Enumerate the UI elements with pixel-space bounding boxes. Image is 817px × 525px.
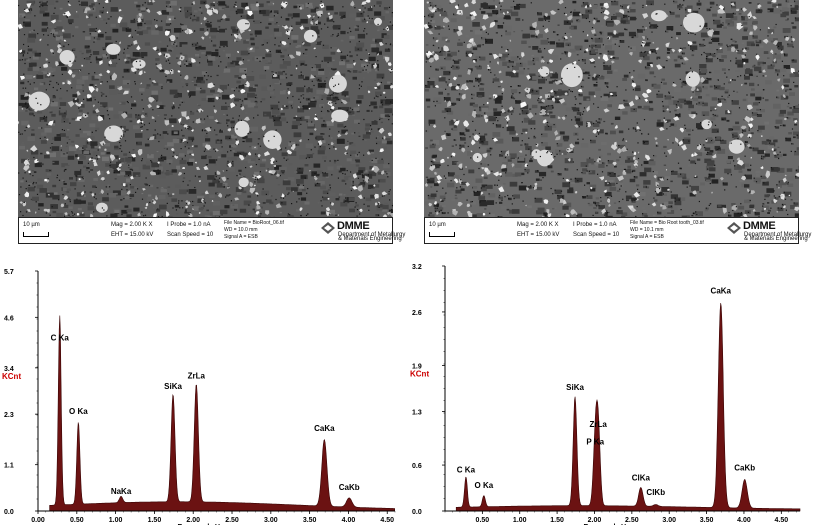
x-tick-label: 3.50: [700, 517, 714, 524]
signal-text: Signal A = ESB: [224, 234, 258, 240]
eds-spectrum-right: 0.0 0.6 1.3 1.9 2.6 3.2 0.50 1.00 1.50 2.00 2.50 3.…: [410, 264, 801, 525]
x-tick-label: 0.50: [70, 517, 84, 524]
peak-label: CaKa: [711, 287, 732, 296]
y-tick-label: 0.6: [412, 463, 422, 470]
scale-bar: [429, 232, 455, 237]
x-tick-label: 2.00: [186, 517, 200, 524]
peak-label: NaKa: [111, 487, 132, 496]
dmme-logo-text: DMME: [743, 220, 776, 232]
peak-label: CaKa: [314, 424, 335, 433]
x-tick-label: 4.50: [775, 517, 789, 524]
dmme-logo-text: DMME: [337, 220, 370, 232]
y-tick-label: 3.2: [412, 264, 422, 271]
probe-text: I Probe = 1.0 nA: [167, 222, 211, 228]
wd-text: WD = 10.0 mm: [224, 227, 258, 233]
x-tick-label: 3.00: [662, 517, 676, 524]
peak-label: C Ka: [51, 333, 70, 342]
y-tick-label: 2.6: [412, 310, 422, 317]
y-tick-label: 1.9: [412, 364, 422, 371]
peak-label: O Ka: [69, 407, 88, 416]
spectrum-area: [49, 315, 395, 512]
scale-bar: [23, 232, 49, 237]
scale-bar-label: 10 µm: [429, 222, 446, 228]
x-tick-label: 2.50: [625, 517, 639, 524]
y-tick-label: 1.3: [412, 409, 422, 416]
y-axis-label: KCnt: [410, 369, 429, 378]
peak-label: ZrLa: [188, 371, 206, 380]
scan-speed-text: Scan Speed = 10: [573, 232, 620, 238]
peak-label: CaKb: [734, 463, 755, 472]
x-tick-label: 4.00: [342, 517, 356, 524]
x-tick-label: 1.50: [148, 517, 162, 524]
peak-label: O Ka: [475, 481, 494, 490]
sem-panel-left: 10 µm Mag = 2.00 K X EHT = 15.00 kV I Pr…: [18, 0, 405, 244]
dmme-logo-subtitle-2: & Materials Engineering: [338, 236, 402, 242]
x-tick-label: 3.00: [264, 517, 278, 524]
y-tick-label: 0.0: [412, 509, 422, 516]
peak-label: C Ka: [457, 466, 476, 475]
sem-info-bar-right: 10 µm Mag = 2.00 K X EHT = 15.00 kV I Pr…: [424, 217, 811, 244]
peak-label: SiKa: [566, 383, 584, 392]
x-tick-label: 2.50: [225, 517, 239, 524]
sem-micrograph-right: [424, 0, 799, 217]
mag-text: Mag = 2.00 K X: [111, 222, 153, 228]
y-tick-label: 4.6: [4, 315, 14, 322]
y-tick-label: 3.4: [4, 366, 14, 373]
y-tick-label: 1.1: [4, 463, 14, 470]
sem-panel-right: 10 µm Mag = 2.00 K X EHT = 15.00 kV I Pr…: [424, 0, 811, 244]
x-tick-label: 1.00: [109, 517, 123, 524]
file-name-text: File Name = BioRoot_06.tif: [224, 220, 284, 226]
eds-spectrum-left: 0.0 1.1 2.3 3.4 4.6 5.7 0.00 0.50 1.00 1.50 2.00 2.…: [2, 269, 396, 525]
dmme-logo-subtitle-1: Department of Metallurgy: [338, 232, 406, 238]
x-tick-label: 1.00: [513, 517, 527, 524]
peak-label: ZrLa: [590, 420, 608, 429]
wd-text: WD = 10.1 mm: [630, 227, 664, 233]
dmme-logo-subtitle-1: Department of Metallurgy: [744, 232, 812, 238]
y-tick-label: 0.0: [4, 509, 14, 516]
x-tick-label: 3.50: [303, 517, 317, 524]
y-tick-label: 2.3: [4, 412, 14, 419]
sem-info-bar-left: 10 µm Mag = 2.00 K X EHT = 15.00 kV I Pr…: [18, 217, 405, 244]
eht-text: EHT = 15.00 kV: [111, 232, 154, 238]
x-tick-label: 4.50: [380, 517, 394, 524]
dmme-logo-icon: [321, 222, 335, 234]
file-name-text: File Name = Bio Root tooth_03.tif: [630, 220, 704, 226]
dmme-logo-subtitle-2: & Materials Engineering: [744, 236, 808, 242]
scan-speed-text: Scan Speed = 10: [167, 232, 214, 238]
sem-micrograph-left-image: [18, 0, 393, 217]
scale-bar-label: 10 µm: [23, 222, 40, 228]
probe-text: I Probe = 1.0 nA: [573, 222, 617, 228]
peak-label: ClKa: [632, 473, 651, 482]
dmme-logo-icon: [727, 222, 741, 234]
x-tick-label: 0.50: [476, 517, 490, 524]
mag-text: Mag = 2.00 K X: [517, 222, 559, 228]
eht-text: EHT = 15.00 kV: [517, 232, 560, 238]
signal-text: Signal A = ESB: [630, 234, 664, 240]
x-tick-label: 2.00: [588, 517, 602, 524]
x-tick-label: 0.00: [31, 517, 45, 524]
y-tick-label: 5.7: [4, 269, 14, 276]
peak-label: SiKa: [164, 382, 182, 391]
x-tick-label: 1.50: [550, 517, 564, 524]
peak-label: P Ka: [586, 437, 604, 446]
sem-micrograph-right-image: [424, 0, 799, 217]
sem-micrograph-left: [18, 0, 393, 217]
y-axis-label: KCnt: [2, 372, 21, 381]
x-tick-label: 4.00: [737, 517, 751, 524]
peak-label: CaKb: [339, 483, 360, 492]
peak-label: ClKb: [646, 488, 665, 497]
spectrum-area: [455, 302, 801, 512]
